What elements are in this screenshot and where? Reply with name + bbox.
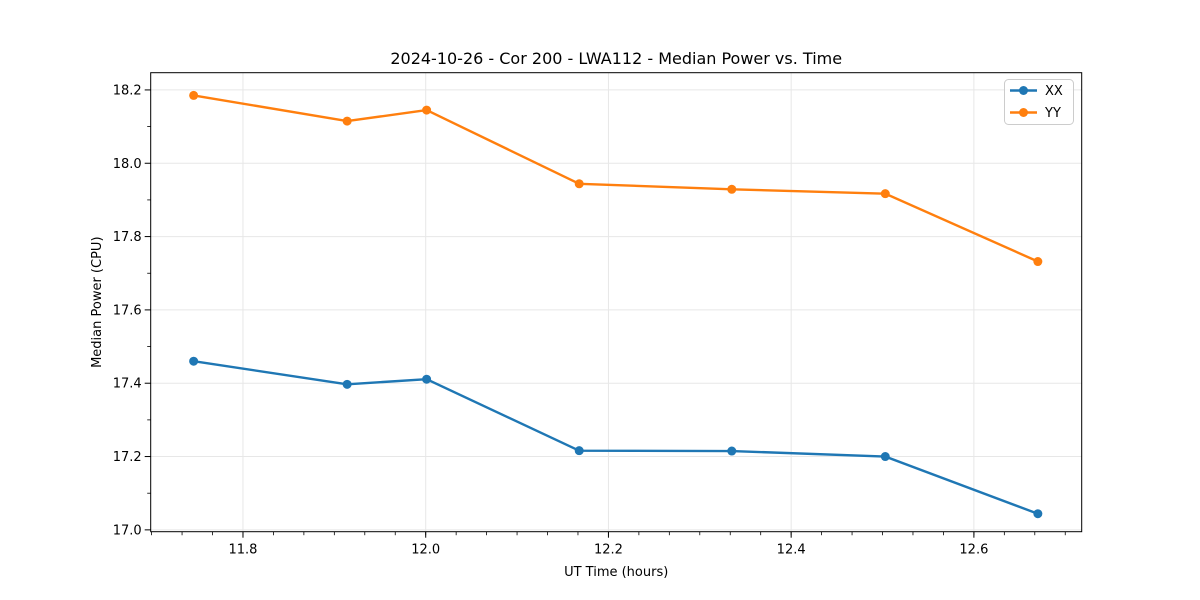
y-tick-label: 17.2 [113,450,142,465]
gridlines [150,72,1082,532]
data-point-XX [1033,509,1043,519]
y-tick-label: 17.0 [113,523,142,538]
legend-sample-marker [1019,108,1028,117]
axis-ticks [144,89,1066,538]
x-tick-label: 11.8 [229,543,258,558]
data-point-YY [727,184,737,194]
chart-title: 2024-10-26 - Cor 200 - LWA112 - Median P… [390,49,842,68]
legend-sample-marker [1019,86,1028,95]
y-axis-label: Median Power (CPU) [90,236,105,367]
tick-labels: 11.8 12.0 12.2 12.4 12.6 17.0 17.2 17.4 17.6 17.8… [113,83,989,557]
legend-label: YY [1044,106,1061,121]
series-line-XX [192,360,1040,515]
plot-area-border [150,72,1083,533]
data-point-YY [422,105,432,115]
series-YY [189,90,1043,267]
series-XX [189,356,1043,519]
data-point-XX [574,446,584,456]
legend-label: XX [1045,84,1063,99]
y-tick-label: 17.4 [113,377,142,392]
data-point-XX [422,374,432,384]
x-axis-label: UT Time (hours) [564,565,668,580]
legend: XX YY [1004,79,1074,125]
y-tick-label: 17.8 [113,230,142,245]
data-point-YY [880,189,890,199]
x-tick-label: 12.4 [777,543,806,558]
legend-box [1004,79,1074,125]
y-tick-label: 18.0 [113,157,142,172]
data-point-XX [189,356,199,366]
data-point-YY [574,179,584,189]
data-point-YY [342,116,352,126]
x-tick-label: 12.0 [411,543,440,558]
y-tick-label: 17.6 [113,303,142,318]
data-point-YY [1033,257,1043,267]
x-tick-label: 12.6 [959,543,988,558]
data-point-XX [880,452,890,462]
y-tick-label: 18.2 [113,83,142,98]
data-point-XX [727,446,737,456]
x-tick-label: 12.2 [594,543,623,558]
data-point-XX [342,379,352,389]
data-point-YY [189,90,199,100]
